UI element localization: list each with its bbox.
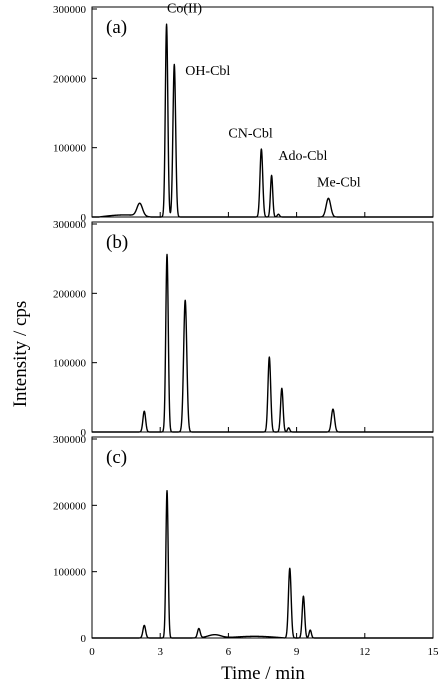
y-tick-label: 200000 — [53, 73, 87, 85]
x-tick-label: 6 — [226, 646, 232, 658]
peak-annotation: Co(II) — [167, 1, 202, 16]
panel-frame — [91, 6, 434, 218]
panel-frame — [91, 436, 434, 639]
y-tick-label: 300000 — [53, 434, 87, 446]
peak-annotation: Ado-Cbl — [278, 149, 327, 164]
peak-annotation: OH-Cbl — [185, 64, 230, 79]
panel-label: (a) — [106, 17, 127, 38]
y-tick-label: 0 — [81, 633, 87, 645]
y-tick-label: 0 — [81, 212, 87, 224]
chromatogram-trace — [91, 253, 434, 433]
x-tick-label: 12 — [359, 646, 370, 658]
y-tick-label: 0 — [81, 427, 87, 439]
y-axis-title: Intensity / cps — [10, 301, 31, 408]
y-tick-label: 100000 — [53, 358, 87, 370]
peak-annotation: CN-Cbl — [228, 126, 272, 141]
y-tick-label: 100000 — [53, 143, 87, 155]
x-axis-title: Time / min — [221, 663, 305, 684]
y-tick-label: 200000 — [53, 500, 87, 512]
chromatogram-trace — [91, 23, 434, 218]
panel-frame — [91, 221, 434, 433]
y-tick-label: 300000 — [53, 219, 87, 231]
y-tick-label: 100000 — [53, 567, 87, 579]
x-tick-label: 3 — [157, 646, 163, 658]
x-tick-label: 15 — [428, 646, 440, 658]
panel-label: (c) — [106, 447, 127, 468]
panel-label: (b) — [106, 232, 128, 253]
y-tick-label: 300000 — [53, 4, 87, 16]
chromatogram-trace — [91, 490, 434, 639]
y-tick-label: 200000 — [53, 288, 87, 300]
x-tick-label: 9 — [294, 646, 300, 658]
peak-annotation: Me-Cbl — [317, 175, 361, 190]
x-tick-label: 0 — [89, 646, 95, 658]
